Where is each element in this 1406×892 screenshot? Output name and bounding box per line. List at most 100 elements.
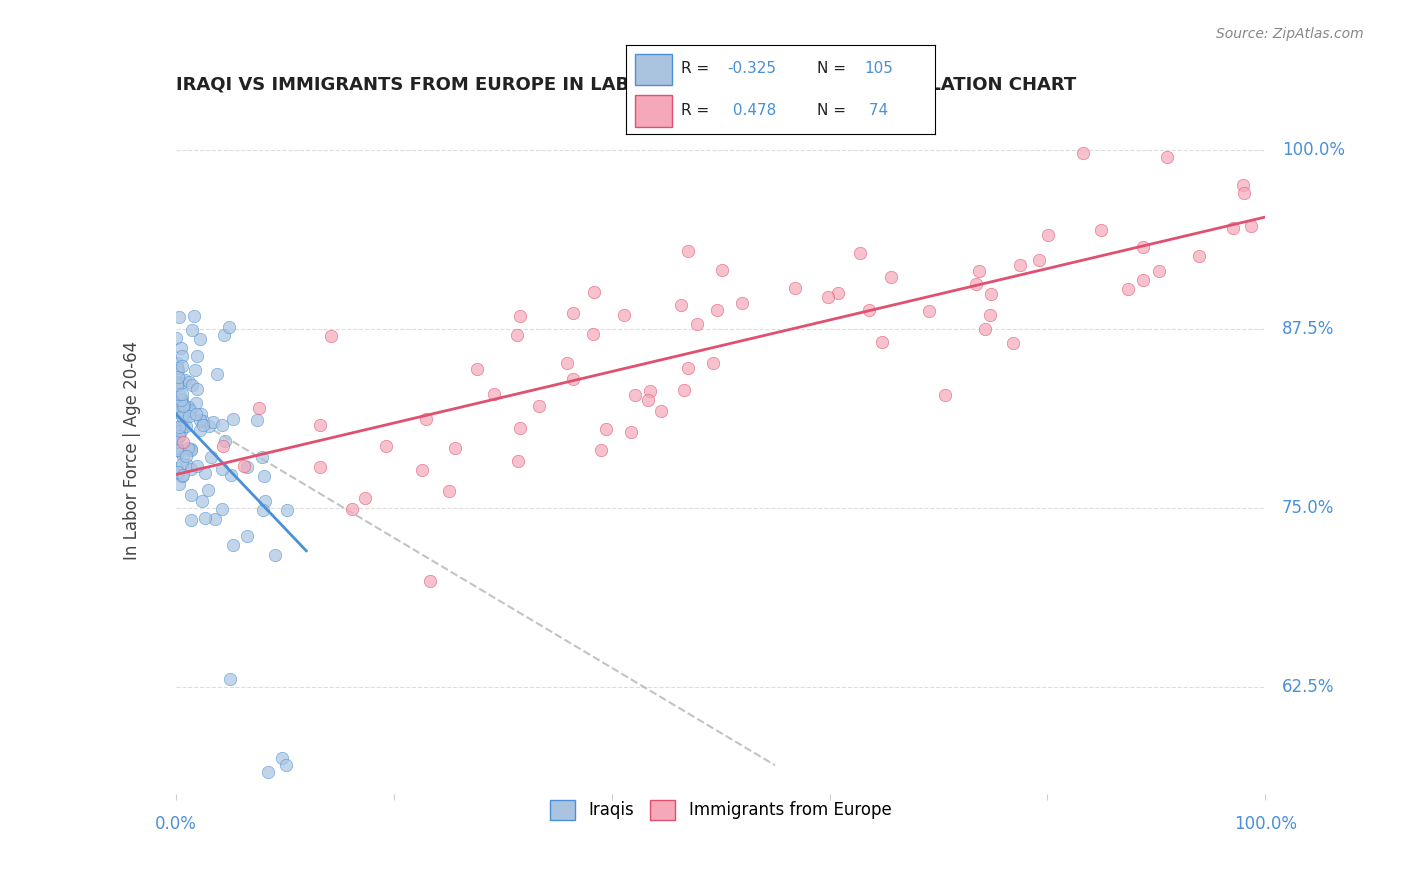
Point — [186, 458, 208, 473]
Point — [172, 449, 194, 463]
Point — [858, 302, 880, 317]
Point — [167, 424, 190, 438]
Point — [183, 310, 205, 324]
Point — [183, 363, 205, 377]
Point — [506, 454, 529, 468]
Point — [180, 513, 202, 527]
Point — [235, 460, 257, 475]
Point — [731, 295, 754, 310]
Point — [219, 468, 242, 483]
Point — [1132, 240, 1154, 254]
Point — [252, 450, 274, 464]
Point — [190, 407, 212, 421]
Point — [166, 442, 188, 457]
Point — [589, 443, 612, 458]
Point — [979, 308, 1001, 322]
Point — [184, 396, 207, 410]
Point — [595, 422, 617, 436]
Point — [167, 477, 190, 491]
Point — [170, 424, 193, 438]
Point — [174, 373, 197, 387]
Point — [270, 751, 292, 765]
Point — [650, 403, 672, 417]
Point — [1222, 221, 1244, 235]
Point — [191, 414, 214, 428]
Point — [980, 286, 1002, 301]
Point — [207, 367, 229, 381]
Point — [170, 409, 193, 423]
Point — [188, 333, 211, 347]
Point — [465, 362, 488, 376]
Point — [188, 423, 211, 437]
Point — [184, 407, 207, 421]
Point — [177, 375, 200, 389]
Point — [170, 341, 193, 355]
Point — [374, 439, 396, 453]
Point — [169, 310, 191, 324]
Point — [612, 308, 634, 322]
Point — [623, 388, 645, 402]
Point — [561, 372, 583, 386]
Point — [180, 488, 202, 502]
Point — [1001, 336, 1024, 351]
Point — [257, 765, 280, 780]
Point — [1232, 178, 1254, 193]
Point — [174, 449, 197, 463]
Point — [167, 465, 190, 479]
Point — [172, 467, 194, 482]
Point — [170, 393, 193, 408]
Point — [173, 398, 195, 412]
Point — [437, 483, 460, 498]
Text: 74: 74 — [863, 103, 889, 118]
Point — [711, 263, 734, 277]
Point — [211, 502, 233, 516]
Point — [166, 378, 188, 392]
Point — [263, 548, 285, 562]
Point — [193, 417, 215, 432]
Point — [166, 399, 188, 413]
Point — [673, 383, 696, 397]
Point — [340, 502, 363, 516]
Point — [252, 503, 274, 517]
Point — [166, 460, 188, 475]
Point — [582, 285, 605, 299]
Point — [194, 511, 217, 525]
Point — [1156, 150, 1178, 164]
Point — [212, 439, 235, 453]
Point — [174, 419, 197, 434]
Point — [785, 280, 807, 294]
Point — [177, 401, 200, 415]
Point — [191, 494, 214, 508]
Point — [180, 377, 202, 392]
Point — [1036, 228, 1059, 243]
Point — [166, 405, 188, 419]
Point — [880, 269, 903, 284]
FancyBboxPatch shape — [636, 54, 672, 85]
Point — [702, 356, 724, 370]
Point — [170, 359, 193, 373]
Point — [484, 386, 506, 401]
Point — [172, 469, 194, 483]
Point — [166, 376, 188, 390]
Point — [309, 417, 332, 432]
Point — [582, 327, 605, 342]
Point — [201, 416, 224, 430]
Point — [214, 434, 236, 449]
Point — [204, 512, 226, 526]
Text: R =: R = — [682, 62, 714, 76]
Point — [415, 412, 437, 426]
Point — [1028, 252, 1050, 267]
Point — [176, 458, 198, 472]
Point — [169, 421, 191, 435]
Text: In Labor Force | Age 20-64: In Labor Force | Age 20-64 — [124, 341, 141, 560]
Legend: Iraqis, Immigrants from Europe: Iraqis, Immigrants from Europe — [543, 793, 898, 827]
Point — [211, 417, 233, 432]
Point — [1090, 223, 1112, 237]
Point — [321, 329, 343, 343]
Point — [706, 303, 728, 318]
Point — [222, 412, 245, 426]
Text: 87.5%: 87.5% — [1282, 320, 1334, 338]
Point — [235, 529, 257, 543]
Point — [172, 434, 194, 449]
Point — [180, 442, 202, 457]
